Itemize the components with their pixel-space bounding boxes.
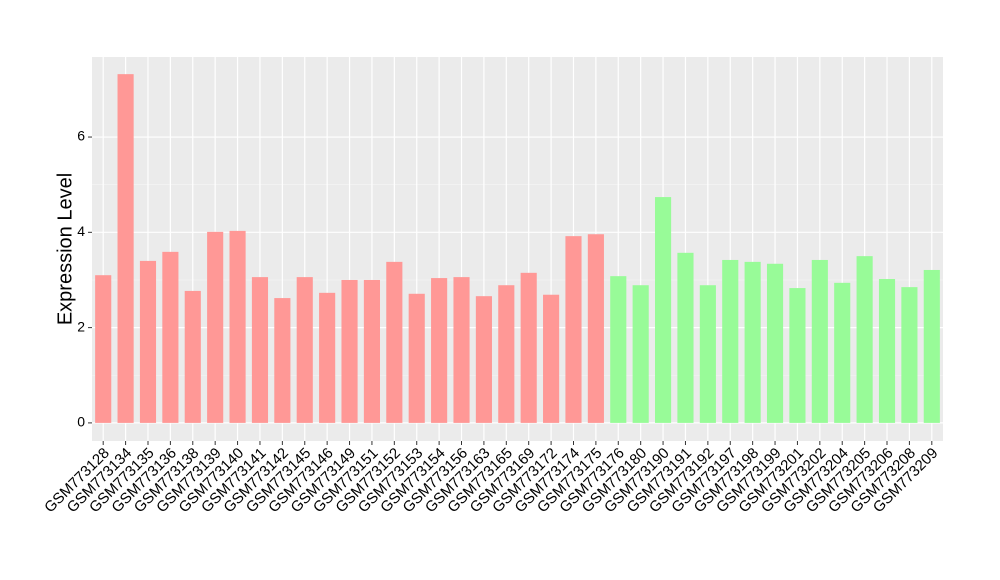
bar: [677, 252, 694, 423]
y-tick-label: 0: [77, 414, 85, 430]
bar: [587, 234, 604, 423]
y-axis-title: Expression Level: [54, 173, 76, 325]
bar: [229, 230, 246, 423]
bar: [901, 287, 918, 423]
bar: [139, 260, 157, 423]
bar: [319, 292, 336, 423]
bar: [162, 251, 179, 423]
bar: [498, 285, 515, 423]
bar: [363, 279, 380, 423]
bar: [117, 74, 134, 423]
bar: [811, 259, 828, 423]
bar: [789, 288, 806, 423]
bar: [296, 277, 313, 423]
bar: [856, 256, 873, 423]
bar: [520, 272, 537, 423]
bar: [632, 285, 649, 423]
y-tick-label: 2: [77, 318, 85, 334]
y-tick-label: 4: [77, 223, 85, 239]
bar: [655, 197, 672, 423]
bar: [95, 275, 112, 423]
bar: [543, 294, 560, 423]
bar: [766, 263, 784, 423]
bar: [274, 298, 291, 423]
bar: [341, 279, 358, 423]
bar: [878, 279, 896, 423]
bar: [184, 290, 201, 423]
bar: [722, 259, 739, 423]
bar: [744, 261, 761, 423]
bar: [408, 293, 425, 423]
bar: [207, 231, 224, 423]
bar: [431, 278, 448, 423]
bar: [923, 269, 940, 423]
bar: [565, 236, 582, 423]
bar: [699, 285, 716, 423]
y-tick-label: 6: [77, 128, 85, 144]
bar: [610, 276, 627, 423]
bar: [251, 277, 269, 423]
bar: [475, 296, 492, 423]
bar: [453, 277, 470, 423]
bar: [834, 282, 851, 423]
bar: [386, 261, 403, 423]
